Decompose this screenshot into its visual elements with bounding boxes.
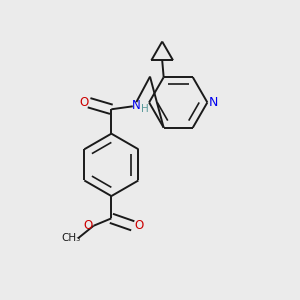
Text: O: O [79,96,88,109]
Text: N: N [132,99,141,112]
Text: O: O [134,219,143,232]
Text: O: O [84,219,93,232]
Text: H: H [141,104,149,114]
Text: N: N [209,96,219,109]
Text: CH₃: CH₃ [61,233,81,243]
